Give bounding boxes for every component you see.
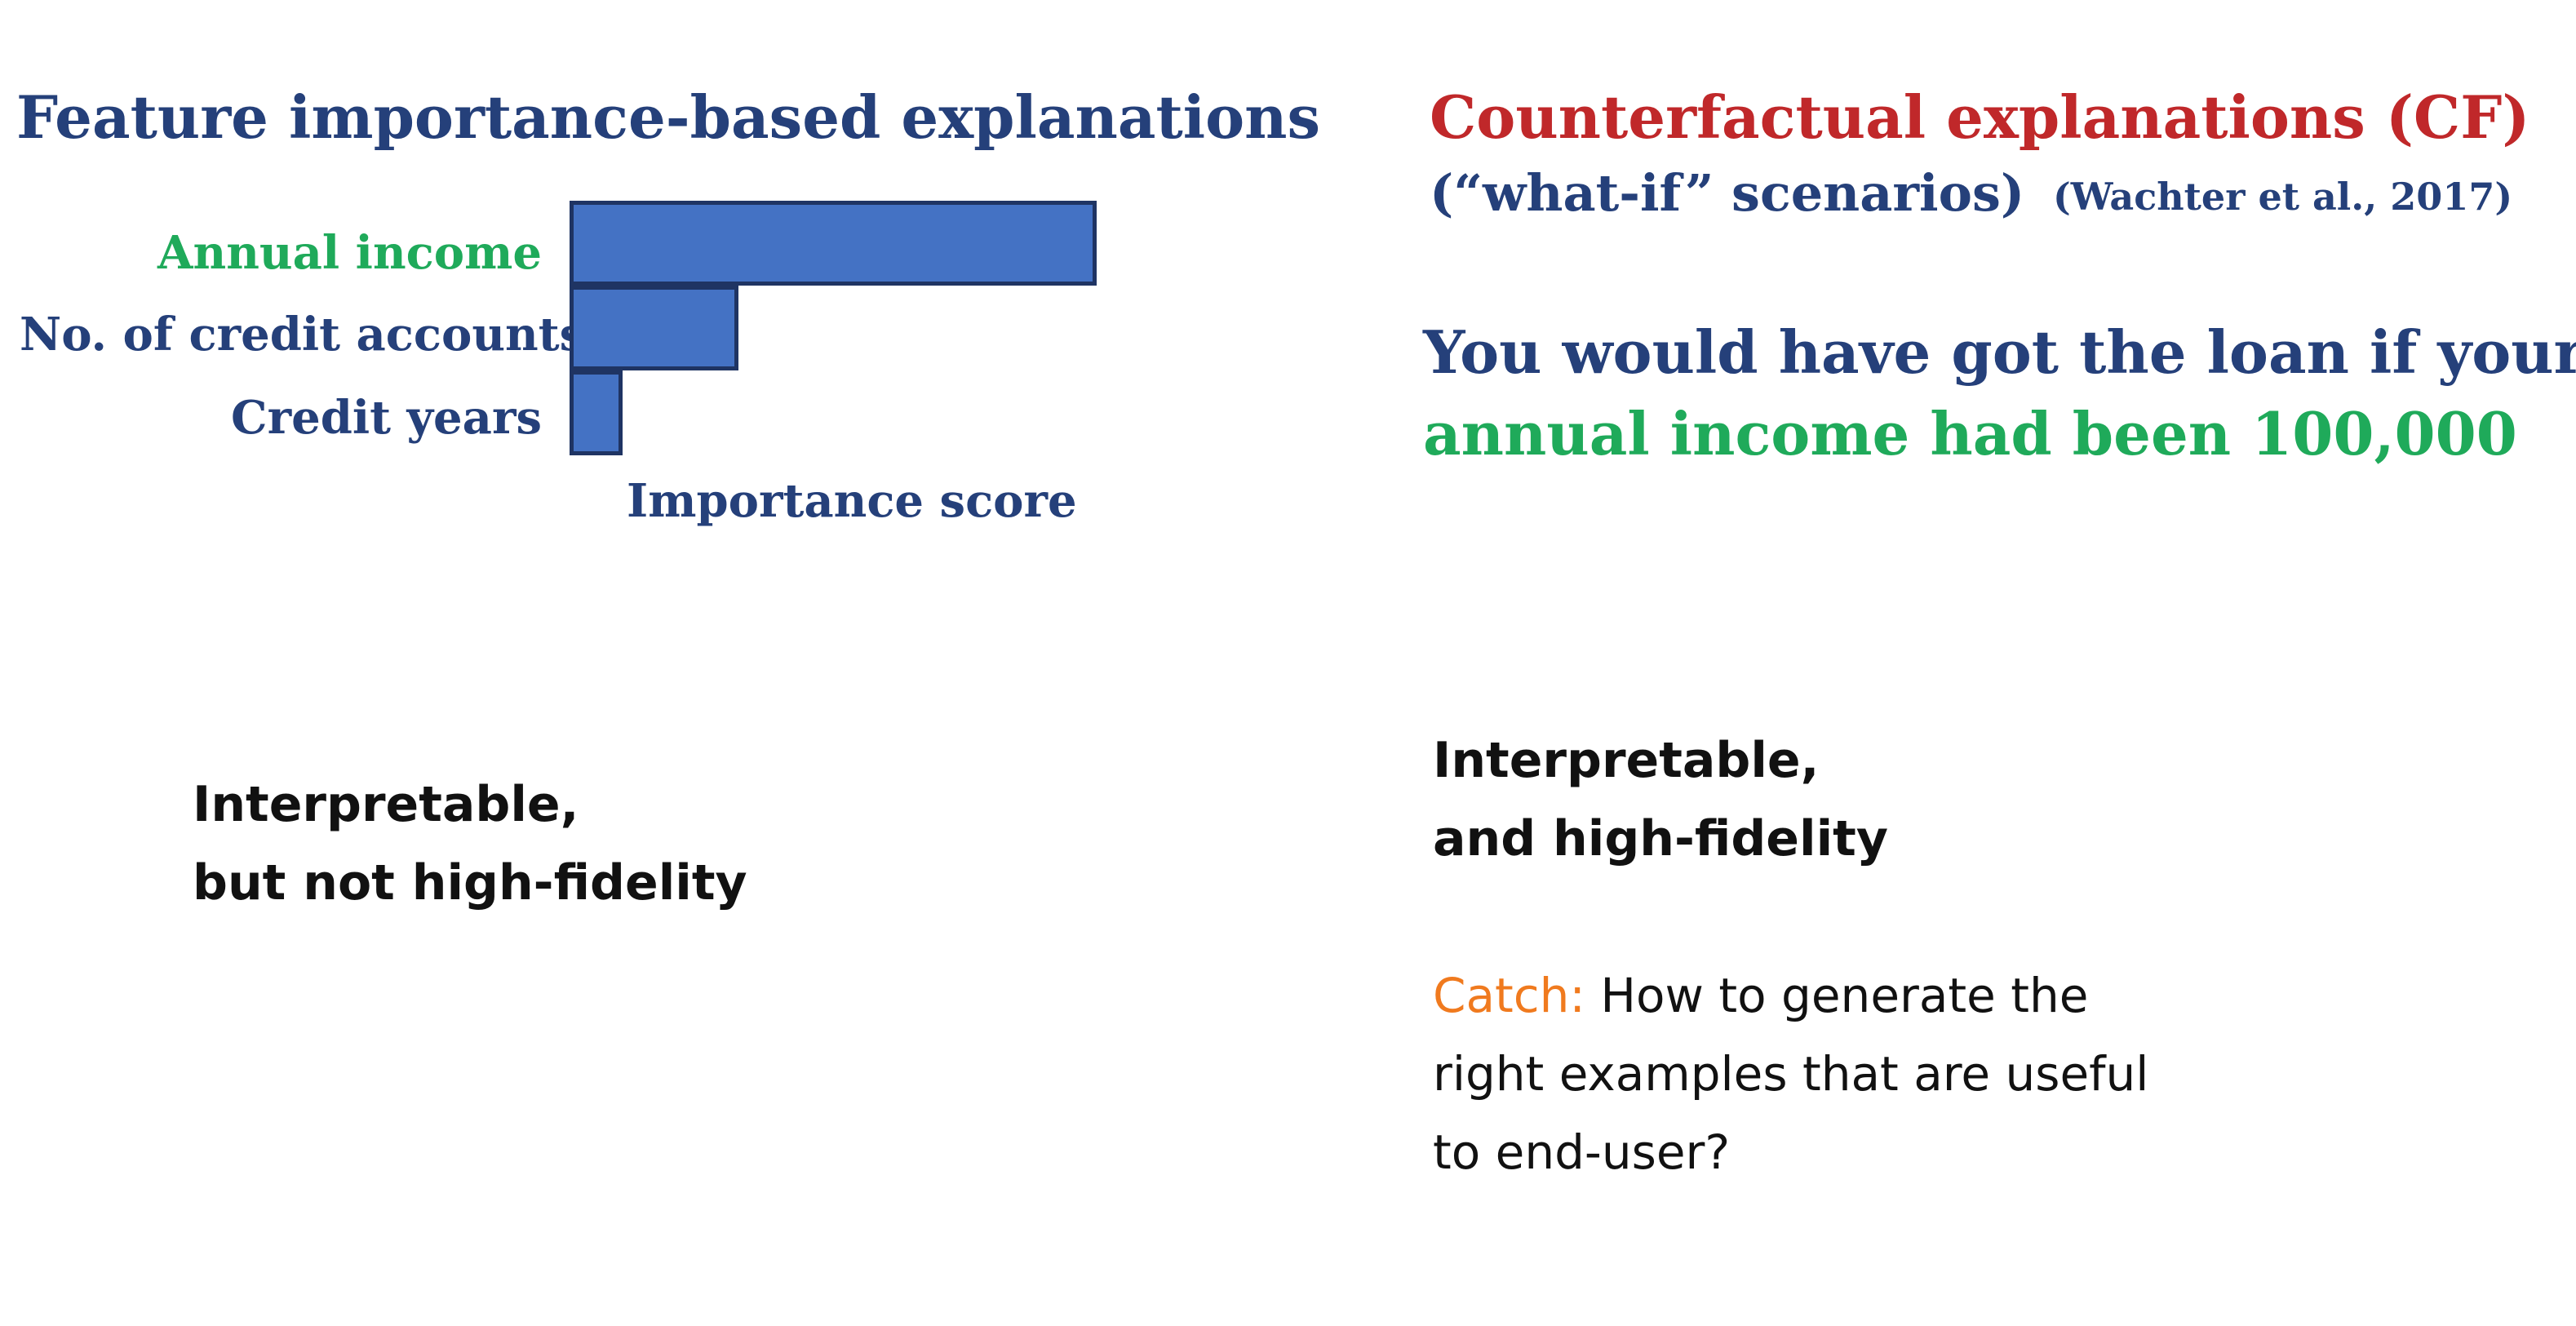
counterfactual-subheading: (“what-if” scenarios) [1430,163,2025,223]
catch-line2: right examples that are useful [1433,1046,2149,1102]
bar-label-credit-years: Credit years [231,391,542,445]
catch-label: Catch: [1433,968,1585,1023]
counterfactual-example-line2: annual income had been 100,000 [1423,399,2517,468]
catch-line3: to end-user? [1433,1124,1731,1180]
catch-block: Catch: How to generate the right example… [1433,956,2148,1191]
feature-importance-note: Interpretable, but not high-fidelity [193,765,747,922]
x-axis-label: Importance score [627,474,1077,528]
left-note-line1: Interpretable, [193,776,579,833]
right-note-line2: and high-fidelity [1433,810,1888,867]
counterfactual-example-line1: You would have got the loan if your [1423,317,2576,387]
bar-0 [570,201,1097,286]
bar-1 [570,286,738,370]
catch-line1: How to generate the [1585,968,2089,1023]
counterfactual-heading: Counterfactual explanations (CF) [1430,82,2530,152]
left-note-line2: but not high-fidelity [193,854,747,911]
bar-label-credit-accounts: No. of credit accounts [20,308,586,361]
bar-2 [570,370,623,455]
right-note-line1: Interpretable, [1433,732,1820,789]
feature-importance-heading: Feature importance-based explanations [16,82,1321,152]
catch-line1-wrapper: Catch: How to generate the [1433,956,2148,1035]
citation: (Wachter et al., 2017) [2053,175,2513,219]
counterfactual-note: Interpretable, and high-fidelity [1433,721,1888,878]
bar-label-annual-income: Annual income [157,226,542,280]
